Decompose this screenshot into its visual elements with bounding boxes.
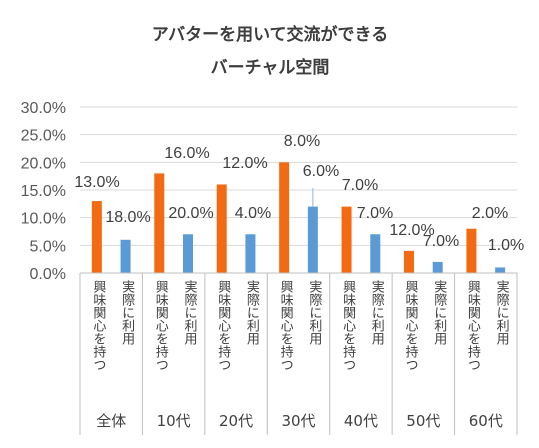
sub-category-label: 実際に利用 [369,279,385,346]
data-label: 6.0% [303,163,339,180]
bar [370,234,381,273]
y-tick-label: 0.0% [30,266,66,283]
sub-category-label: 実際に利用 [182,279,198,346]
chart-title-line1: アバターを用いて交流ができる [152,24,388,45]
data-label: 20.0% [168,205,213,222]
group-label: 全体 [96,412,126,430]
y-tick-label: 20.0% [21,155,66,172]
bar [216,184,227,273]
data-label: 2.0% [472,205,508,222]
y-tick-label: 25.0% [21,128,66,145]
sub-category-label: 実際に利用 [119,279,135,346]
bar [341,206,352,273]
sub-category-label: 実際に利用 [244,279,260,346]
group-label: 20代 [219,412,253,430]
sub-category-label: 興味関心を持つ [90,280,106,371]
bar [245,234,256,273]
sub-category-label: 興味関心を持つ [153,280,169,371]
data-label: 13.0% [74,174,119,191]
bar [466,228,477,273]
data-label: 8.0% [284,133,320,150]
data-label: 7.0% [342,177,378,194]
data-label: 16.0% [164,145,209,162]
group-label: 10代 [157,412,191,430]
bar [403,250,414,273]
bar [495,267,506,273]
bar [279,162,290,273]
sub-category-label: 興味関心を持つ [215,280,231,371]
y-tick-label: 10.0% [21,211,66,228]
data-label: 1.0% [488,237,524,254]
data-label: 4.0% [235,205,271,222]
group-label: 50代 [406,412,440,430]
data-label: 7.0% [357,205,393,222]
group-label: 60代 [469,412,503,430]
data-label: 18.0% [105,209,150,226]
bar [183,234,194,273]
sub-category-label: 実際に利用 [494,279,510,346]
bar [120,239,131,273]
y-tick-label: 5.0% [30,238,66,255]
y-tick-label: 30.0% [21,100,66,117]
data-label: 12.0% [222,155,267,172]
sub-category-label: 興味関心を持つ [402,280,418,371]
sub-category-label: 実際に利用 [306,279,322,346]
bar [154,173,165,273]
bars [91,162,506,273]
sub-category-label: 興味関心を持つ [340,280,356,371]
bar [307,206,318,273]
data-label: 12.0% [389,222,434,239]
chart-title-line2: バーチャル空間 [211,57,330,78]
sub-category-label: 興味関心を持つ [278,280,294,371]
group-label: 40代 [344,412,378,430]
y-tick-label: 15.0% [21,183,66,200]
sub-category-label: 興味関心を持つ [465,280,481,371]
gridlines [80,106,517,246]
y-axis: 0.0% 5.0% 10.0% 15.0% 20.0% 25.0% 30.0% [21,100,66,283]
data-labels: 13.0%18.0%16.0%20.0%12.0%4.0%8.0%6.0%7.0… [74,133,524,254]
group-label: 30代 [281,412,315,430]
sub-category-label: 実際に利用 [431,279,447,346]
bar [432,261,443,273]
data-label: 7.0% [423,233,459,250]
bar [91,201,102,273]
